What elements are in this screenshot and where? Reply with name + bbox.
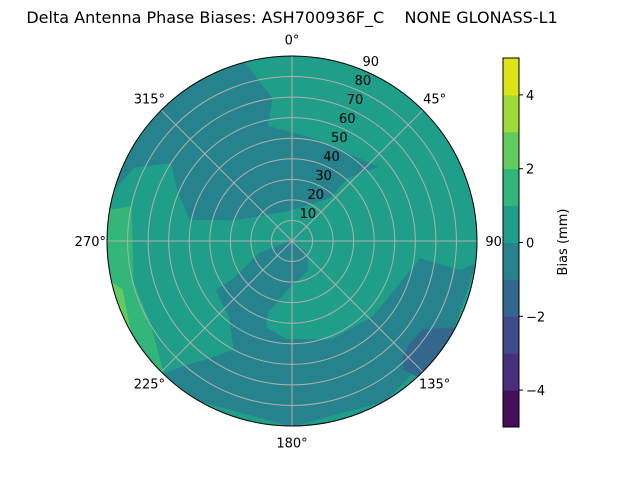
- polar-frame: [106, 55, 478, 427]
- angle-label-45: 45°: [423, 92, 446, 107]
- colorbar-bin-6: [503, 168, 519, 207]
- radial-label-20: 20: [307, 188, 324, 203]
- colorbar-bin-4: [503, 242, 519, 280]
- colorbar-bin-5: [503, 205, 519, 243]
- colorbar-bin-3: [503, 279, 519, 317]
- colorbar-bin-7: [503, 131, 519, 170]
- colorbar-tick-label-2: 0: [526, 237, 534, 252]
- angle-label-0: 0°: [285, 33, 300, 48]
- radial-label-80: 80: [355, 74, 372, 89]
- polar-grid: [107, 56, 477, 426]
- angle-label-315: 315°: [134, 92, 165, 107]
- radial-label-60: 60: [339, 112, 356, 127]
- grid-spoke-135: [291, 240, 424, 373]
- colorbar-bin-8: [503, 94, 519, 133]
- chart-title: Delta Antenna Phase Biases: ASH700936F_C…: [26, 8, 558, 27]
- radial-label-40: 40: [323, 150, 340, 165]
- contour-region-0: [113, 61, 378, 221]
- colorbar-tick-label-3: 2: [526, 163, 534, 178]
- radial-label-30: 30: [315, 169, 332, 184]
- angle-label-225: 225°: [134, 378, 165, 393]
- colorbar-bin-9: [503, 58, 519, 96]
- colorbar-bin-1: [503, 353, 519, 391]
- angle-label-135: 135°: [419, 378, 450, 393]
- grid-spoke-315: [160, 109, 293, 242]
- grid-spoke-45: [291, 109, 424, 242]
- colorbar-tick-label-1: −2: [526, 310, 545, 325]
- grid-spoke-225: [160, 240, 293, 373]
- angle-label-90: 90: [485, 235, 502, 250]
- colorbar-bin-0: [503, 390, 519, 428]
- angle-label-180: 180°: [276, 437, 307, 452]
- radial-label-90: 90: [363, 55, 380, 70]
- radial-label-10: 10: [300, 207, 317, 222]
- radial-label-50: 50: [331, 131, 348, 146]
- colorbar: −4 −2 0 2 4: [502, 57, 545, 428]
- colorbar-label: Bias (mm): [556, 209, 571, 276]
- colorbar-bin-2: [503, 316, 519, 354]
- contour-region-4: [402, 327, 456, 377]
- axis-labels: 0° 45° 90 135° 180° 225° 270° 315° 10 20 30 40 50 60 7…: [75, 33, 502, 451]
- angle-label-270: 270°: [75, 235, 106, 250]
- colorbar-tick-label-0: −4: [526, 384, 545, 399]
- radial-label-70: 70: [347, 93, 364, 108]
- colorbar-tick-label-4: 4: [526, 89, 534, 104]
